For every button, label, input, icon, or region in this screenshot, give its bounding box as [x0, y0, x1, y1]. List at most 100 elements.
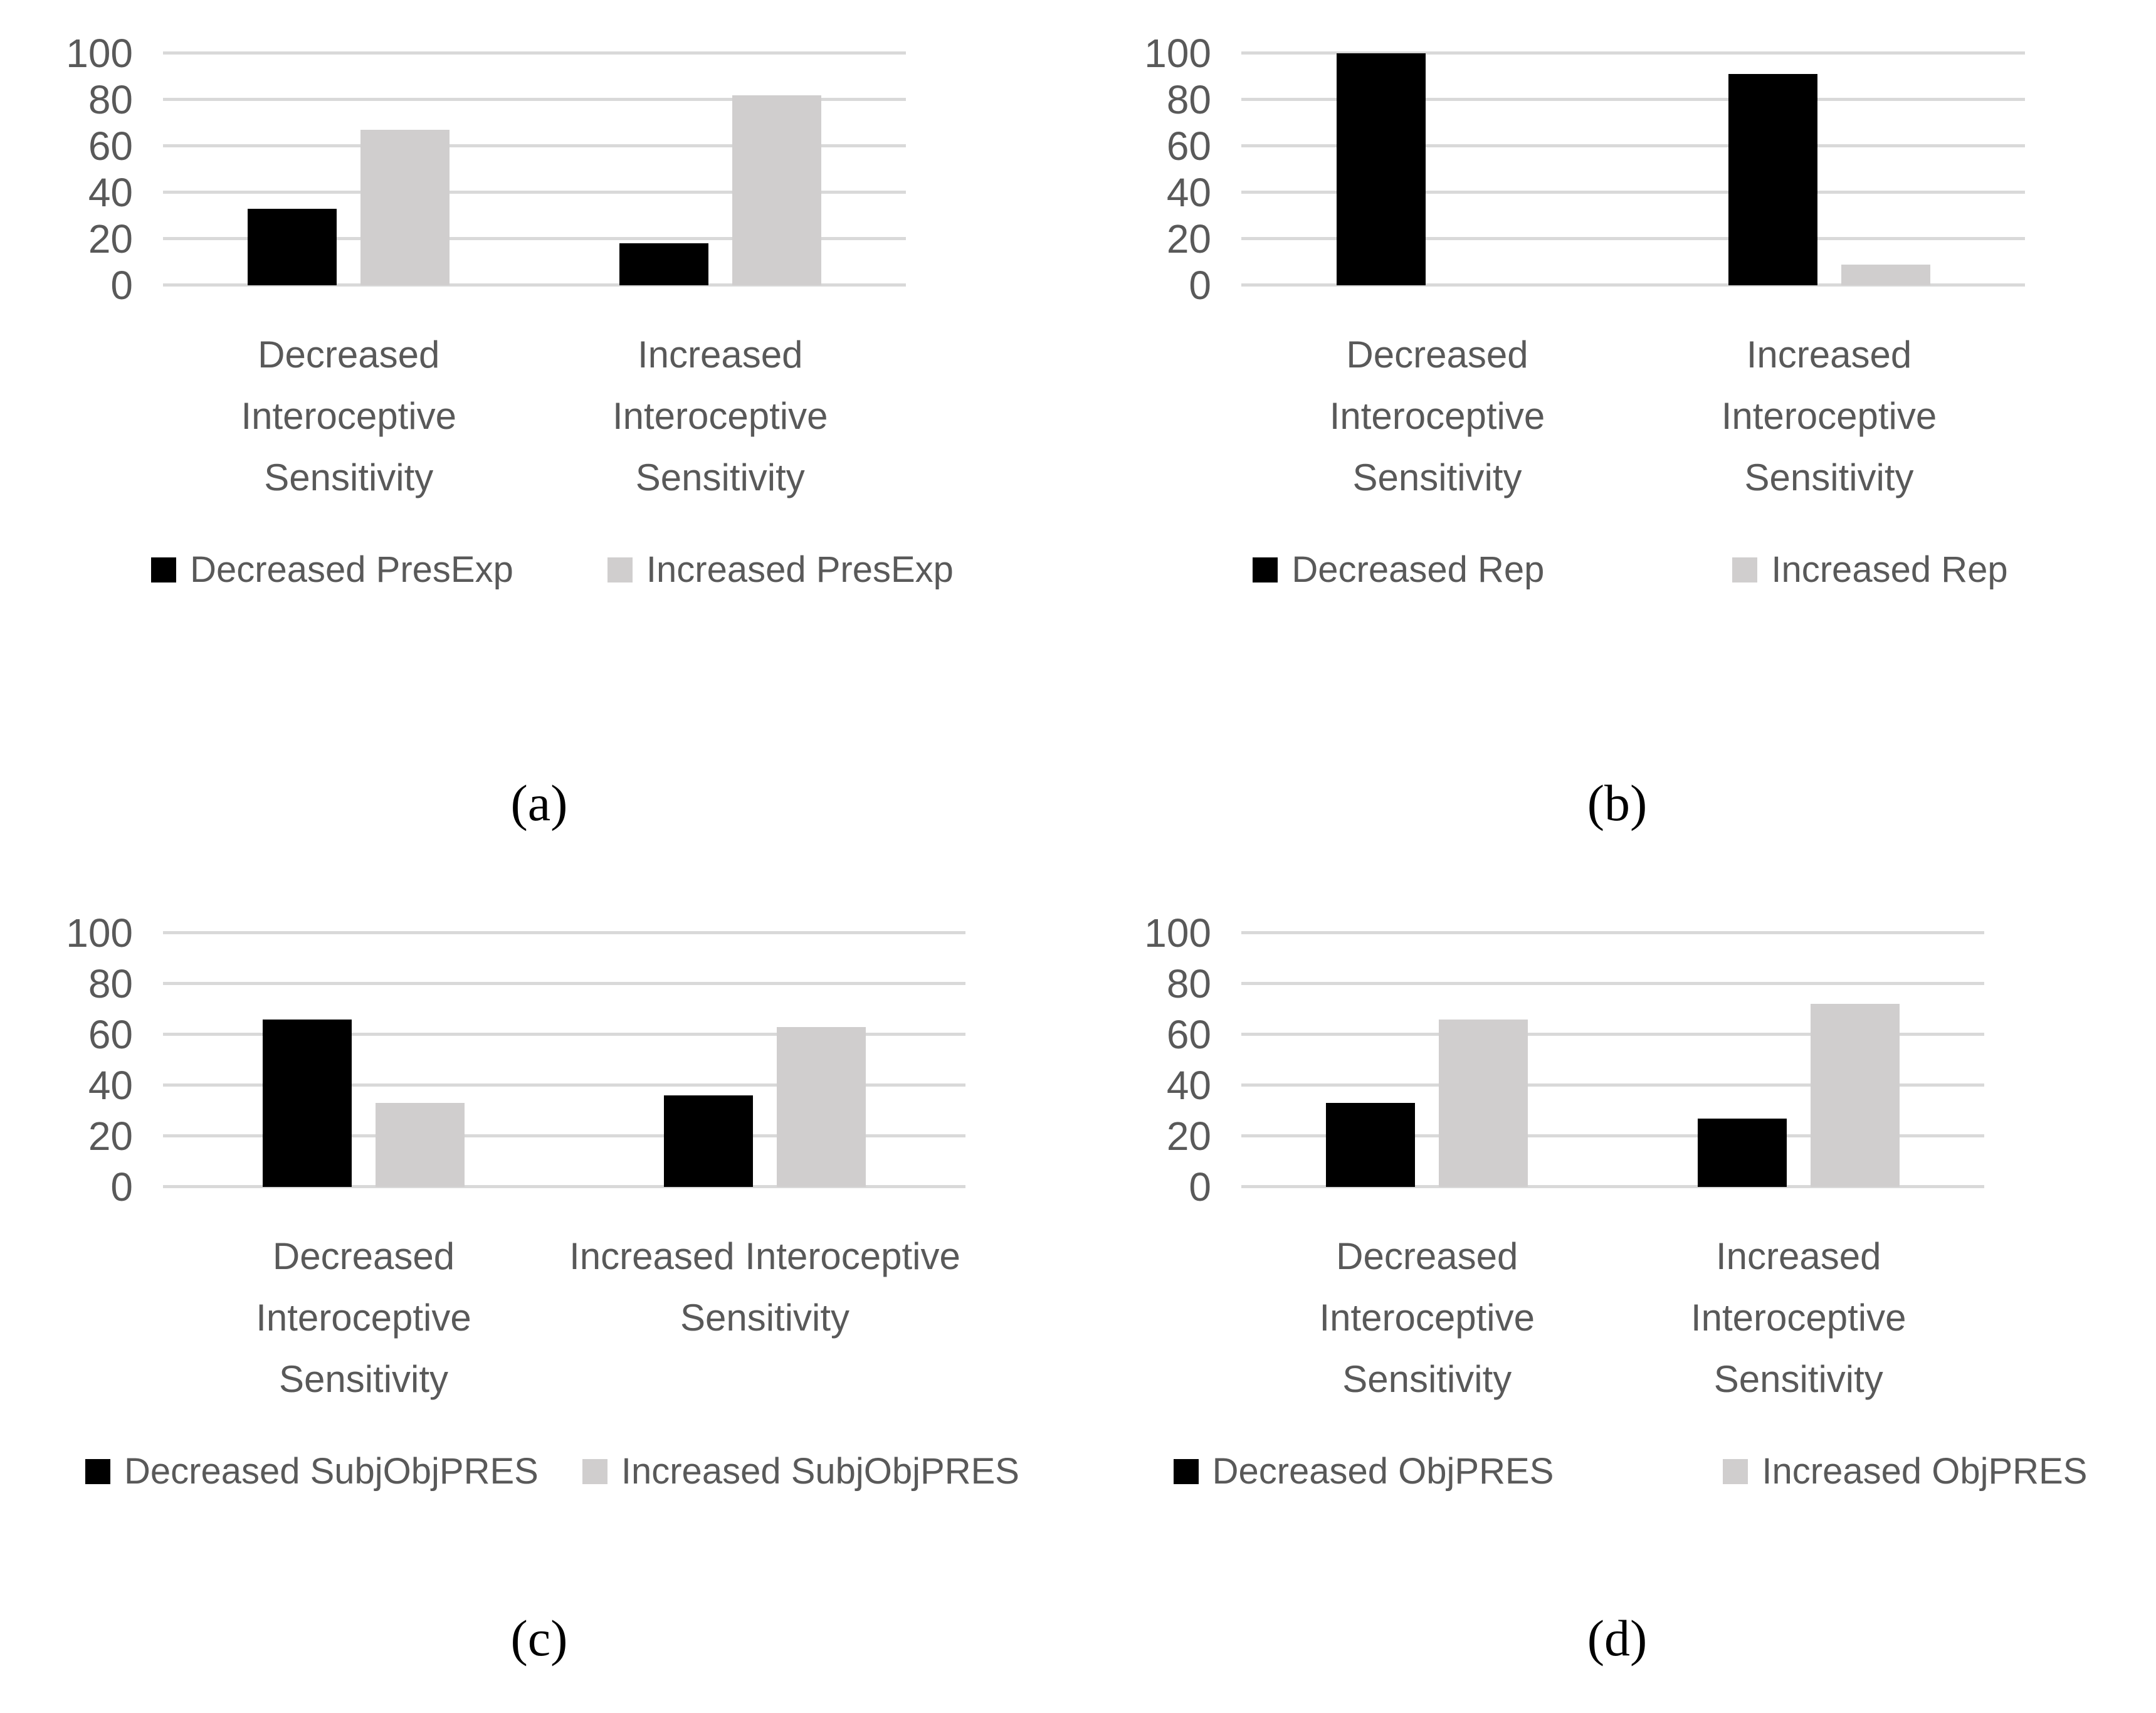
chart-d: 0 20 40 60 80 100 — [1105, 913, 2156, 1207]
legend-label: Decreased PresExp — [190, 549, 513, 590]
category-label-text: Increased Interoceptive Sensitivity — [612, 334, 828, 498]
category-label-text: Decreased Interoceptive Sensitivity — [1319, 1235, 1535, 1400]
legend-label: Increased SubjObjPRES — [621, 1451, 1019, 1492]
gridline-60 — [163, 1033, 965, 1036]
bar-increased-rep — [1841, 264, 1930, 285]
y-tick-label: 100 — [66, 910, 133, 956]
y-tick-label: 0 — [1189, 1164, 1211, 1210]
y-tick-label: 20 — [88, 216, 133, 261]
category-label-1: Decreased Interoceptive Sensitivity — [163, 324, 535, 509]
category-labels: Decreased Interoceptive Sensitivity Incre… — [26, 324, 1078, 512]
panel-c: 0 20 40 60 80 100 Decreased Interoceptive Sen… — [0, 856, 1078, 1713]
y-tick-label: 20 — [1166, 216, 1211, 261]
bar-increased-presexp — [732, 95, 821, 285]
gridline-40 — [163, 191, 906, 194]
legend-item: Increased PresExp — [607, 549, 954, 591]
y-tick-label: 80 — [1166, 77, 1211, 122]
category-label-2: Increased Interoceptive Sensitivity — [1613, 1226, 1985, 1410]
y-tick-label: 60 — [1166, 124, 1211, 169]
chart-a: 0 20 40 60 80 100 — [26, 33, 1078, 305]
gridline-80 — [1241, 982, 1984, 985]
gridline-60 — [1241, 1033, 1984, 1036]
category-label-1: Decreased Interoceptive Sensitivity — [1241, 1226, 1613, 1410]
gridline-0 — [163, 283, 906, 287]
bar-group-2 — [564, 933, 965, 1187]
bar-decreased-rep — [1336, 53, 1426, 285]
bar-decreased-subjobjpres — [664, 1095, 753, 1187]
plot-area — [1241, 931, 1984, 1188]
y-tick-label: 100 — [66, 31, 133, 76]
legend-marker-icon — [1173, 1458, 1199, 1484]
gridline-60 — [1241, 144, 2025, 147]
y-tick-label: 40 — [88, 1063, 133, 1108]
caption-a: (a) — [510, 774, 568, 831]
caption-d: (d) — [1587, 1610, 1648, 1667]
gridline-100 — [163, 931, 965, 934]
y-axis: 0 20 40 60 80 100 — [1105, 33, 1211, 305]
panel-d: 0 20 40 60 80 100 Decreased Interoceptive Sen… — [1078, 856, 2156, 1713]
plot-area — [1241, 51, 2025, 287]
category-label-area: Decreased Interoceptive Sensitivity Incre… — [163, 1226, 965, 1414]
y-tick-label: 0 — [110, 1164, 133, 1210]
legend-item: Increased SubjObjPRES — [582, 1450, 1019, 1492]
caption-b: (b) — [1587, 774, 1648, 831]
category-label-2: Increased Interoceptive Sensitivity — [564, 1226, 965, 1349]
legend-marker-icon — [607, 557, 633, 582]
legend-label: Decreased Rep — [1291, 549, 1545, 590]
y-tick-label: 80 — [1166, 961, 1211, 1006]
legend-label: Decreased ObjPRES — [1212, 1451, 1554, 1492]
legend-marker-icon — [85, 1458, 110, 1484]
y-tick-label: 20 — [1166, 1114, 1211, 1159]
legend: Decreased ObjPRES Increased ObjPRES — [1105, 1450, 2156, 1492]
legend-marker-icon — [1253, 557, 1278, 582]
bar-group-2 — [535, 53, 907, 285]
category-labels: Decreased Interoceptive Sensitivity Incre… — [1105, 324, 2156, 512]
panel-b: 0 20 40 60 80 100 Decreased Interoceptive Sen… — [1078, 0, 2156, 856]
gridline-0 — [1241, 1185, 1984, 1188]
category-label-text: Increased Interoceptive Sensitivity — [1690, 1235, 1906, 1400]
y-tick-label: 20 — [88, 1114, 133, 1159]
gridline-80 — [163, 982, 965, 985]
category-label-area: Decreased Interoceptive Sensitivity Incre… — [1241, 324, 2025, 512]
y-tick-label: 0 — [1189, 263, 1211, 308]
plot-area — [163, 51, 907, 287]
legend-item: Decreased ObjPRES — [1173, 1450, 1554, 1492]
y-tick-label: 60 — [1166, 1012, 1211, 1057]
category-label-area: Decreased Interoceptive Sensitivity Incre… — [163, 324, 906, 512]
gridline-40 — [1241, 1083, 1984, 1087]
category-label-1: Decreased Interoceptive Sensitivity — [163, 1226, 564, 1410]
legend-marker-icon — [1723, 1458, 1748, 1484]
gridline-60 — [163, 144, 906, 147]
bar-increased-objpres — [1439, 1019, 1528, 1187]
category-label-text: Decreased Interoceptive Sensitivity — [256, 1235, 471, 1400]
legend-label: Increased PresExp — [646, 549, 954, 590]
y-tick-label: 100 — [1144, 31, 1211, 76]
y-axis: 0 20 40 60 80 100 — [26, 913, 133, 1207]
category-label-text: Decreased Interoceptive Sensitivity — [241, 334, 457, 498]
bar-decreased-presexp — [248, 208, 337, 285]
gridline-20 — [1241, 237, 2025, 240]
gridline-40 — [163, 1083, 965, 1087]
category-labels: Decreased Interoceptive Sensitivity Incre… — [26, 1226, 1078, 1414]
category-label-area: Decreased Interoceptive Sensitivity Incre… — [1241, 1226, 1984, 1414]
panel-a: 0 20 40 60 80 100 Decreased Interoceptive Sen… — [0, 0, 1078, 856]
bar-decreased-rep — [1728, 74, 1817, 285]
legend: Decreased Rep Increased Rep — [1105, 549, 2156, 591]
legend-label: Increased ObjPRES — [1762, 1451, 2088, 1492]
gridline-0 — [163, 1185, 965, 1188]
legend-item: Increased Rep — [1732, 549, 2008, 591]
legend-marker-icon — [582, 1458, 607, 1484]
legend-label: Decreased SubjObjPRES — [124, 1451, 539, 1492]
bar-decreased-objpres — [1697, 1118, 1787, 1187]
gridline-100 — [1241, 51, 2025, 55]
category-label-2: Increased Interoceptive Sensitivity — [1633, 324, 2025, 509]
gridline-100 — [1241, 931, 1984, 934]
axis-gutter-spacer — [1105, 324, 1211, 512]
legend-item: Decreased Rep — [1253, 549, 1544, 591]
axis-gutter-spacer — [1105, 1226, 1211, 1414]
y-tick-label: 40 — [1166, 1063, 1211, 1108]
y-tick-label: 80 — [88, 961, 133, 1006]
gridline-20 — [163, 237, 906, 240]
gridline-20 — [163, 1134, 965, 1137]
axis-gutter-spacer — [26, 1226, 133, 1414]
